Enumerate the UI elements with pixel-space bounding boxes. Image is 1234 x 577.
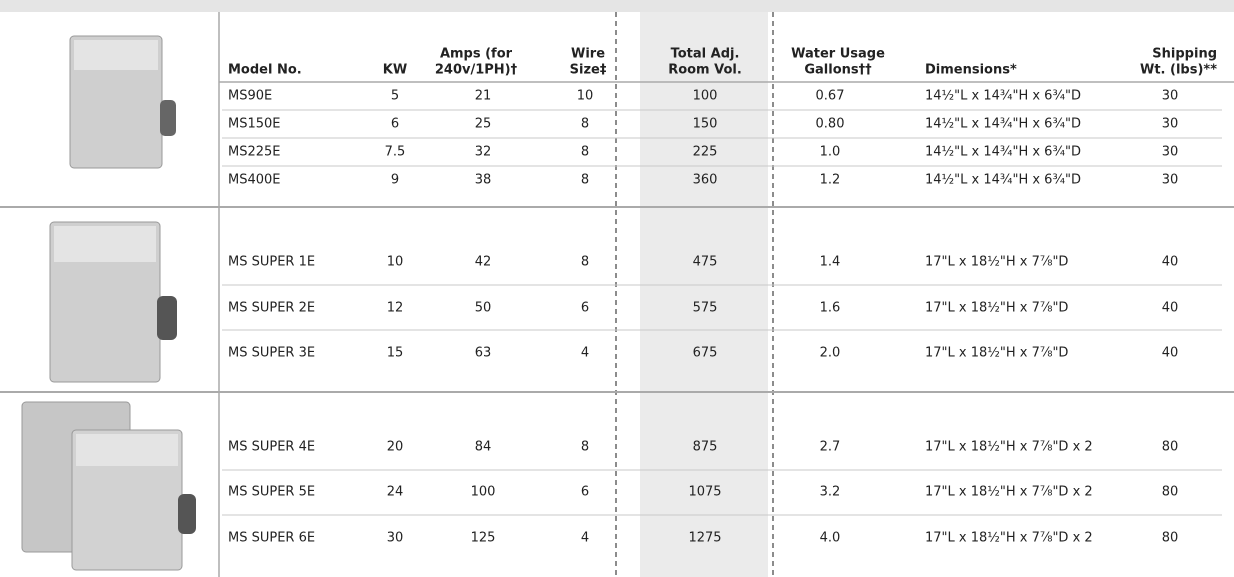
table-cell: 875 — [693, 440, 718, 455]
table-cell: 84 — [475, 440, 492, 455]
table-cell: 63 — [475, 346, 492, 361]
table-cell: 6 — [391, 117, 399, 132]
table-cell: MS400E — [228, 173, 281, 188]
table-cell: 24 — [387, 485, 404, 500]
table-cell: 25 — [475, 117, 492, 132]
table-cell: 2.7 — [820, 440, 841, 455]
table-cell: 225 — [693, 145, 718, 160]
table-cell: MS150E — [228, 117, 281, 132]
table-cell: 50 — [475, 301, 492, 316]
table-cell: 1.0 — [820, 145, 841, 160]
table-cell: 100 — [693, 89, 718, 104]
table-cell: 675 — [693, 346, 718, 361]
table-cell: 14½"L x 14¾"H x 6¾"D — [925, 173, 1081, 188]
table-cell: 80 — [1162, 485, 1179, 500]
table-cell: 6 — [581, 485, 589, 500]
table-cell: MS SUPER 5E — [228, 485, 315, 500]
table-cell: 4 — [581, 346, 589, 361]
table-cell: 30 — [1162, 173, 1179, 188]
table-cell: 150 — [693, 117, 718, 132]
table-cell: 30 — [1162, 117, 1179, 132]
table-cell: 3.2 — [820, 485, 841, 500]
table-cell: 8 — [581, 145, 589, 160]
table-cell: 40 — [1162, 301, 1179, 316]
table-cell: 9 — [391, 173, 399, 188]
table-cell: 1.6 — [820, 301, 841, 316]
table-cell: 1075 — [688, 485, 721, 500]
table-cell: 12 — [387, 301, 404, 316]
table-cell: 8 — [581, 255, 589, 270]
table-cell: 0.80 — [816, 117, 845, 132]
table-cell: 475 — [693, 255, 718, 270]
table-cell: 40 — [1162, 255, 1179, 270]
table-cell: 14½"L x 14¾"H x 6¾"D — [925, 117, 1081, 132]
table-cell: 17"L x 18½"H x 7⅞"D — [925, 346, 1068, 361]
column-header: Wt. (lbs)** — [1140, 63, 1217, 78]
table-cell: 10 — [387, 255, 404, 270]
column-header: Wire — [571, 47, 605, 62]
table-cell: 2.0 — [820, 346, 841, 361]
column-header: Gallons†† — [804, 63, 872, 78]
table-cell: 42 — [475, 255, 492, 270]
table-cell: 17"L x 18½"H x 7⅞"D — [925, 301, 1068, 316]
table-cell: MS SUPER 1E — [228, 255, 315, 270]
table-cell: 575 — [693, 301, 718, 316]
table-cell: 30 — [1162, 89, 1179, 104]
column-header: KW — [383, 63, 407, 78]
table-cell: 0.67 — [816, 89, 845, 104]
column-header: Shipping — [1152, 47, 1217, 62]
table-cell: 14½"L x 14¾"H x 6¾"D — [925, 145, 1081, 160]
table-cell: 14½"L x 14¾"H x 6¾"D — [925, 89, 1081, 104]
table-cell: 38 — [475, 173, 492, 188]
table-cell: 80 — [1162, 531, 1179, 546]
top-band — [0, 0, 1234, 12]
table-cell: MS SUPER 2E — [228, 301, 315, 316]
table-cell: 4 — [581, 531, 589, 546]
table-cell: 30 — [1162, 145, 1179, 160]
table-cell: 1.4 — [820, 255, 841, 270]
table-cell: 6 — [581, 301, 589, 316]
table-cell: 8 — [581, 173, 589, 188]
table-cell: 21 — [475, 89, 492, 104]
table-cell: MS SUPER 3E — [228, 346, 315, 361]
table-cell: 30 — [387, 531, 404, 546]
column-header: Water Usage — [791, 47, 885, 62]
table-cell: 1275 — [688, 531, 721, 546]
table-cell: 1.2 — [820, 173, 841, 188]
product-image — [22, 402, 196, 570]
table-cell: 8 — [581, 117, 589, 132]
column-header: Amps (for — [440, 47, 513, 62]
table-cell: 360 — [693, 173, 718, 188]
table-cell: 17"L x 18½"H x 7⅞"D x 2 — [925, 531, 1093, 546]
column-header: Room Vol. — [668, 63, 742, 78]
table-cell: 7.5 — [385, 145, 406, 160]
table-cell: 32 — [475, 145, 492, 160]
table-cell: 80 — [1162, 440, 1179, 455]
table-cell: 40 — [1162, 346, 1179, 361]
table-cell: 125 — [471, 531, 496, 546]
table-cell: MS SUPER 6E — [228, 531, 315, 546]
column-header: Dimensions* — [925, 63, 1017, 78]
column-header: Size‡ — [570, 63, 607, 78]
table-cell: 17"L x 18½"H x 7⅞"D x 2 — [925, 440, 1093, 455]
table-cell: 10 — [577, 89, 594, 104]
product-image — [70, 36, 176, 168]
table-cell: 20 — [387, 440, 404, 455]
column-header: Total Adj. — [671, 47, 740, 62]
product-image — [50, 222, 177, 382]
table-cell: 4.0 — [820, 531, 841, 546]
table-cell: MS SUPER 4E — [228, 440, 315, 455]
table-cell: 100 — [471, 485, 496, 500]
table-cell: 17"L x 18½"H x 7⅞"D — [925, 255, 1068, 270]
spec-table: Model No. KW Amps (for240v/1PH)† WireSize‡ T… — [0, 0, 1234, 577]
table-cell: MS225E — [228, 145, 281, 160]
column-header: Model No. — [228, 63, 302, 78]
table-cell: MS90E — [228, 89, 272, 104]
table-cell: 8 — [581, 440, 589, 455]
table-cell: 5 — [391, 89, 399, 104]
table-cell: 15 — [387, 346, 404, 361]
column-header: 240v/1PH)† — [435, 63, 518, 78]
table-cell: 17"L x 18½"H x 7⅞"D x 2 — [925, 485, 1093, 500]
